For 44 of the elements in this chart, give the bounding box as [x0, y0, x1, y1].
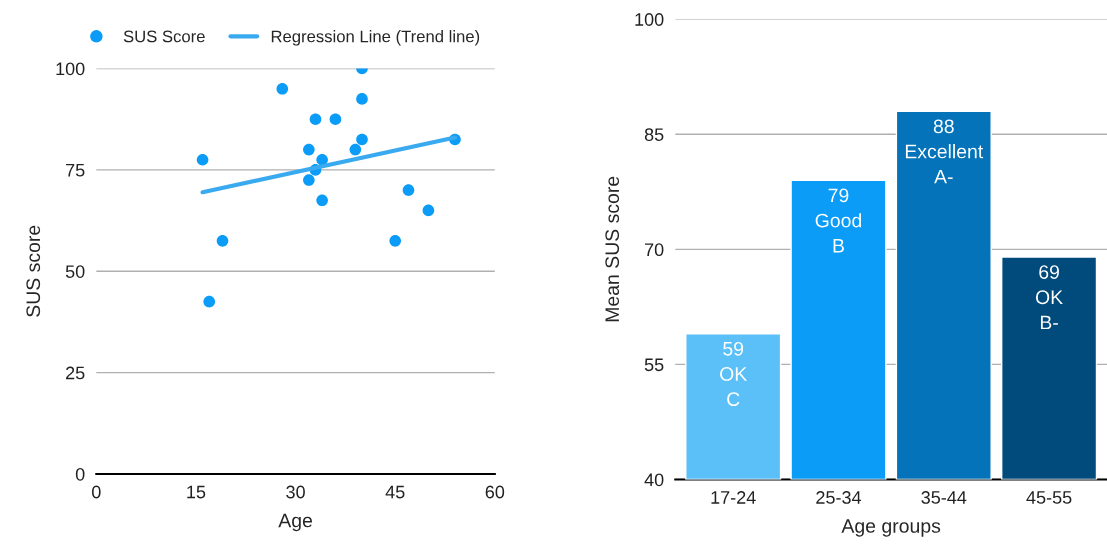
x-tick-label: 17-24 [711, 491, 756, 504]
legend-label: Regression Line (Trend line) [271, 30, 480, 46]
data-label: 88 Excellent A- [905, 119, 984, 184]
data-label: 59 OK C [720, 341, 748, 407]
x-tick-label: 25-34 [816, 491, 862, 504]
x-tick-label: 60 [485, 485, 505, 499]
x-axis-title: Age [278, 513, 312, 532]
y-tick-label: 100 [56, 62, 85, 76]
data-label: 69 OK B- [1035, 265, 1063, 330]
point [356, 133, 368, 146]
point [316, 194, 328, 207]
point [216, 235, 229, 247]
x-axis-title: Age groups [841, 519, 941, 537]
point [203, 295, 216, 308]
point [303, 143, 315, 156]
point [196, 153, 209, 166]
y-tick-label: 50 [65, 265, 85, 278]
x-tick-label: 15 [187, 485, 206, 499]
y-tick-label: 100 [635, 13, 664, 26]
y-tick-label: 0 [75, 467, 85, 481]
x-tick-label: 45 [385, 485, 405, 499]
point [329, 113, 342, 125]
data-label: 79 Good B [815, 188, 862, 253]
point [422, 204, 435, 217]
x-tick-label: 30 [286, 485, 305, 499]
point [303, 174, 315, 186]
point [349, 143, 362, 156]
y-tick-label: 40 [644, 473, 664, 487]
point [356, 93, 368, 105]
y-tick-label: 75 [66, 164, 85, 177]
y-axis-title: Mean SUS score [605, 176, 620, 322]
point [276, 82, 289, 95]
y-tick-label: 55 [644, 358, 664, 372]
y-tick-label: 25 [66, 366, 85, 380]
y-tick-label: 85 [644, 128, 664, 141]
legend-label: SUS Score [123, 30, 205, 43]
point [389, 235, 402, 247]
point [402, 184, 415, 196]
x-tick-label: 35-44 [921, 491, 967, 504]
x-tick-label: 0 [91, 485, 101, 499]
y-tick-label: 70 [645, 243, 664, 257]
x-tick-label: 45-55 [1026, 491, 1072, 504]
y-axis-title: SUS score [26, 225, 41, 317]
point [309, 113, 322, 125]
